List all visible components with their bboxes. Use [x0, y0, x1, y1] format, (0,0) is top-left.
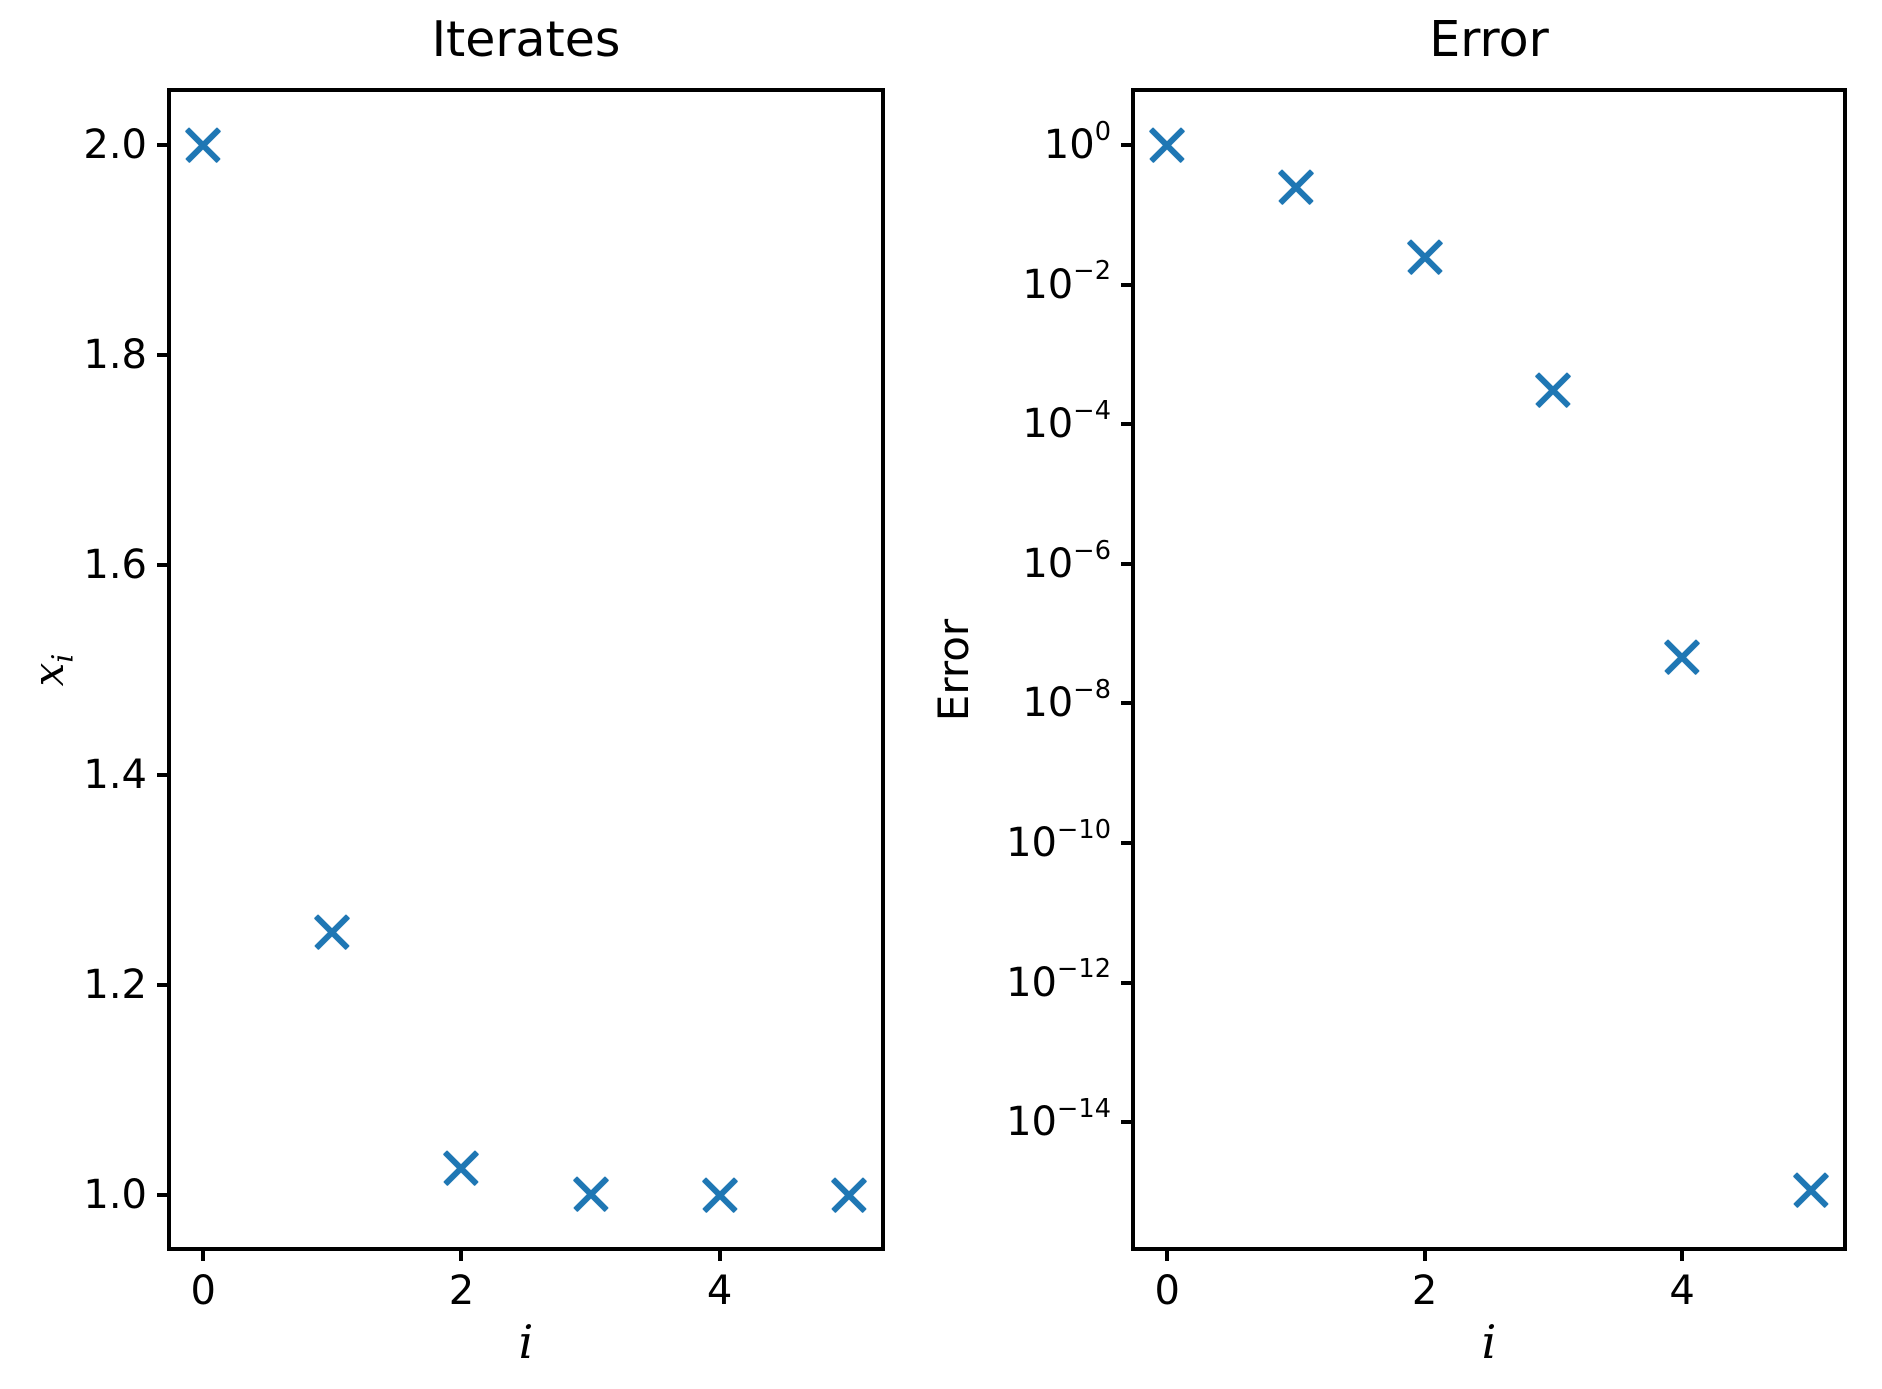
x-tick-mark [1422, 1247, 1427, 1261]
y-tick-label: 10−6 [1022, 535, 1111, 587]
y-tick-exponent: 0 [1094, 116, 1111, 147]
x-tick-label: 2 [448, 1268, 475, 1314]
data-point-marker [1795, 1174, 1827, 1206]
y-tick-mark [157, 352, 171, 357]
y-tick-exponent: −10 [1056, 814, 1111, 845]
y-tick-label: 1.0 [83, 1171, 147, 1218]
y-label-subscript: i [45, 653, 80, 663]
y-label-base: x [23, 662, 73, 686]
y-tick-label: 10−2 [1022, 256, 1111, 308]
y-tick-exponent: −4 [1073, 396, 1111, 427]
y-tick-exponent: −8 [1073, 675, 1111, 706]
error-plot-title: Error [1429, 10, 1549, 68]
x-tick-mark [1165, 1247, 1170, 1261]
data-point-marker [704, 1179, 736, 1211]
iterates-plot-area: Iterates i xi 0 2 4 2.0 1.8 1.6 1.4 1.2 1.0 [24, 11, 885, 1367]
x-tick-label: 0 [1154, 1268, 1180, 1314]
data-point-marker [316, 916, 348, 948]
y-tick-mark [1121, 980, 1135, 985]
x-tick-mark [459, 1247, 464, 1261]
y-tick-label: 1.8 [83, 331, 147, 378]
y-tick-mark [1121, 282, 1135, 287]
y-tick-mark [1121, 1120, 1135, 1125]
x-tick-mark [1680, 1247, 1685, 1261]
y-tick-mark [157, 562, 171, 567]
data-point-marker [445, 1152, 477, 1184]
data-point-marker [833, 1179, 865, 1211]
y-tick-label: 10−10 [1006, 814, 1111, 866]
error-x-axis-label: i [1481, 1315, 1497, 1369]
x-tick-mark [717, 1247, 722, 1261]
data-point-marker [1537, 374, 1569, 406]
iterates-x-axis-label: i [518, 1315, 534, 1369]
y-tick-label: 1.2 [83, 961, 147, 1008]
x-tick-label: 2 [1411, 1268, 1438, 1314]
x-tick-label: 4 [706, 1268, 733, 1314]
y-tick-mark [157, 1192, 171, 1197]
y-tick-label: 100 [1043, 116, 1111, 169]
y-tick-exponent: −14 [1056, 1093, 1111, 1124]
y-tick-exponent: −6 [1073, 535, 1111, 566]
y-tick-exponent: −2 [1073, 256, 1111, 287]
y-tick-label: 10−14 [1006, 1093, 1111, 1146]
error-y-axis-label: Error [928, 618, 978, 721]
y-tick-mark [1121, 143, 1135, 148]
y-tick-mark [1121, 561, 1135, 566]
y-tick-label: 10−4 [1022, 396, 1111, 448]
iterates-y-axis-label: xi [23, 653, 79, 686]
data-point-marker [187, 129, 219, 161]
y-tick-label: 2.0 [83, 121, 147, 168]
data-point-marker [1151, 129, 1183, 161]
y-tick-mark [1121, 422, 1135, 427]
y-tick-label: 10−12 [1006, 954, 1111, 1006]
data-point-marker [1409, 241, 1441, 273]
y-tick-label: 1.6 [83, 541, 147, 588]
x-tick-label: 0 [190, 1268, 216, 1314]
error-plot-area: Error i Error 0 2 4 100 10−2 10−4 10−6 10−8 10−1… [929, 11, 1847, 1367]
iterates-plot-title: Iterates [431, 10, 621, 68]
y-tick-mark [157, 772, 171, 777]
y-tick-label: 1.4 [83, 751, 147, 798]
y-tick-mark [157, 982, 171, 987]
y-tick-exponent: −12 [1056, 954, 1111, 985]
data-point-marker [1280, 171, 1312, 203]
y-tick-mark [1121, 701, 1135, 706]
y-tick-mark [1121, 840, 1135, 845]
x-tick-mark [201, 1247, 206, 1261]
x-tick-label: 4 [1669, 1268, 1695, 1314]
data-point-marker [1666, 641, 1698, 673]
y-tick-label: 10−8 [1022, 675, 1111, 727]
data-point-marker [575, 1178, 607, 1210]
y-tick-mark [157, 142, 171, 147]
